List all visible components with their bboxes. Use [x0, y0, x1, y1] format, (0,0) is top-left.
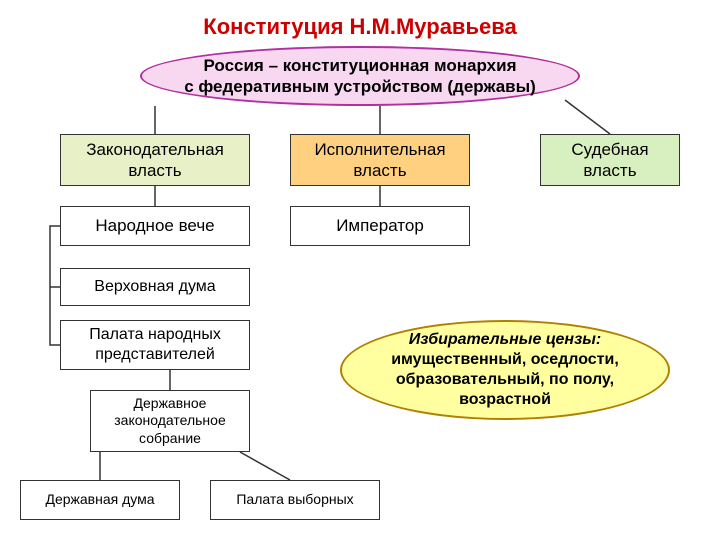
subtitle-ellipse: Россия – конституционная монархия с феде…: [140, 46, 580, 106]
branch-label: Исполнительнаявласть: [314, 139, 445, 182]
box-vduma: Верховная дума: [60, 268, 250, 306]
title-text: Конституция Н.М.Муравьева: [203, 14, 516, 39]
branch-executive: Исполнительнаявласть: [290, 134, 470, 186]
box-dzs: Державноезаконодательноесобрание: [90, 390, 250, 452]
note-ellipse: Избирательные цензы: имущественный, осед…: [340, 320, 670, 420]
box-palata: Палата народныхпредставителей: [60, 320, 250, 370]
note-text: Избирательные цензы: имущественный, осед…: [391, 330, 619, 410]
box-emperor: Император: [290, 206, 470, 246]
diagram-title: Конституция Н.М.Муравьева: [0, 14, 720, 40]
note-title: Избирательные цензы:: [409, 331, 602, 348]
subtitle-line2: с федеративным устройством (державы): [184, 77, 536, 96]
branch-label: Законодательнаявласть: [86, 139, 224, 182]
box-label: Палата народныхпредставителей: [89, 325, 221, 365]
box-pvyb: Палата выборных: [210, 480, 380, 520]
box-label: Верховная дума: [94, 277, 215, 297]
branch-judicial: Судебнаявласть: [540, 134, 680, 186]
box-label: Державная дума: [45, 491, 154, 509]
box-dduma: Державная дума: [20, 480, 180, 520]
box-label: Державноезаконодательноесобрание: [114, 395, 225, 448]
subtitle-text: Россия – конституционная монархия с феде…: [184, 55, 536, 98]
branch-label: Судебнаявласть: [571, 139, 648, 182]
subtitle-line1: Россия – конституционная монархия: [204, 56, 517, 75]
box-veche: Народное вече: [60, 206, 250, 246]
note-body: имущественный, оседлости,образовательный…: [391, 351, 619, 408]
branch-legislative: Законодательнаявласть: [60, 134, 250, 186]
box-label: Народное вече: [95, 215, 214, 236]
box-label: Палата выборных: [236, 491, 353, 509]
box-label: Император: [336, 215, 424, 236]
